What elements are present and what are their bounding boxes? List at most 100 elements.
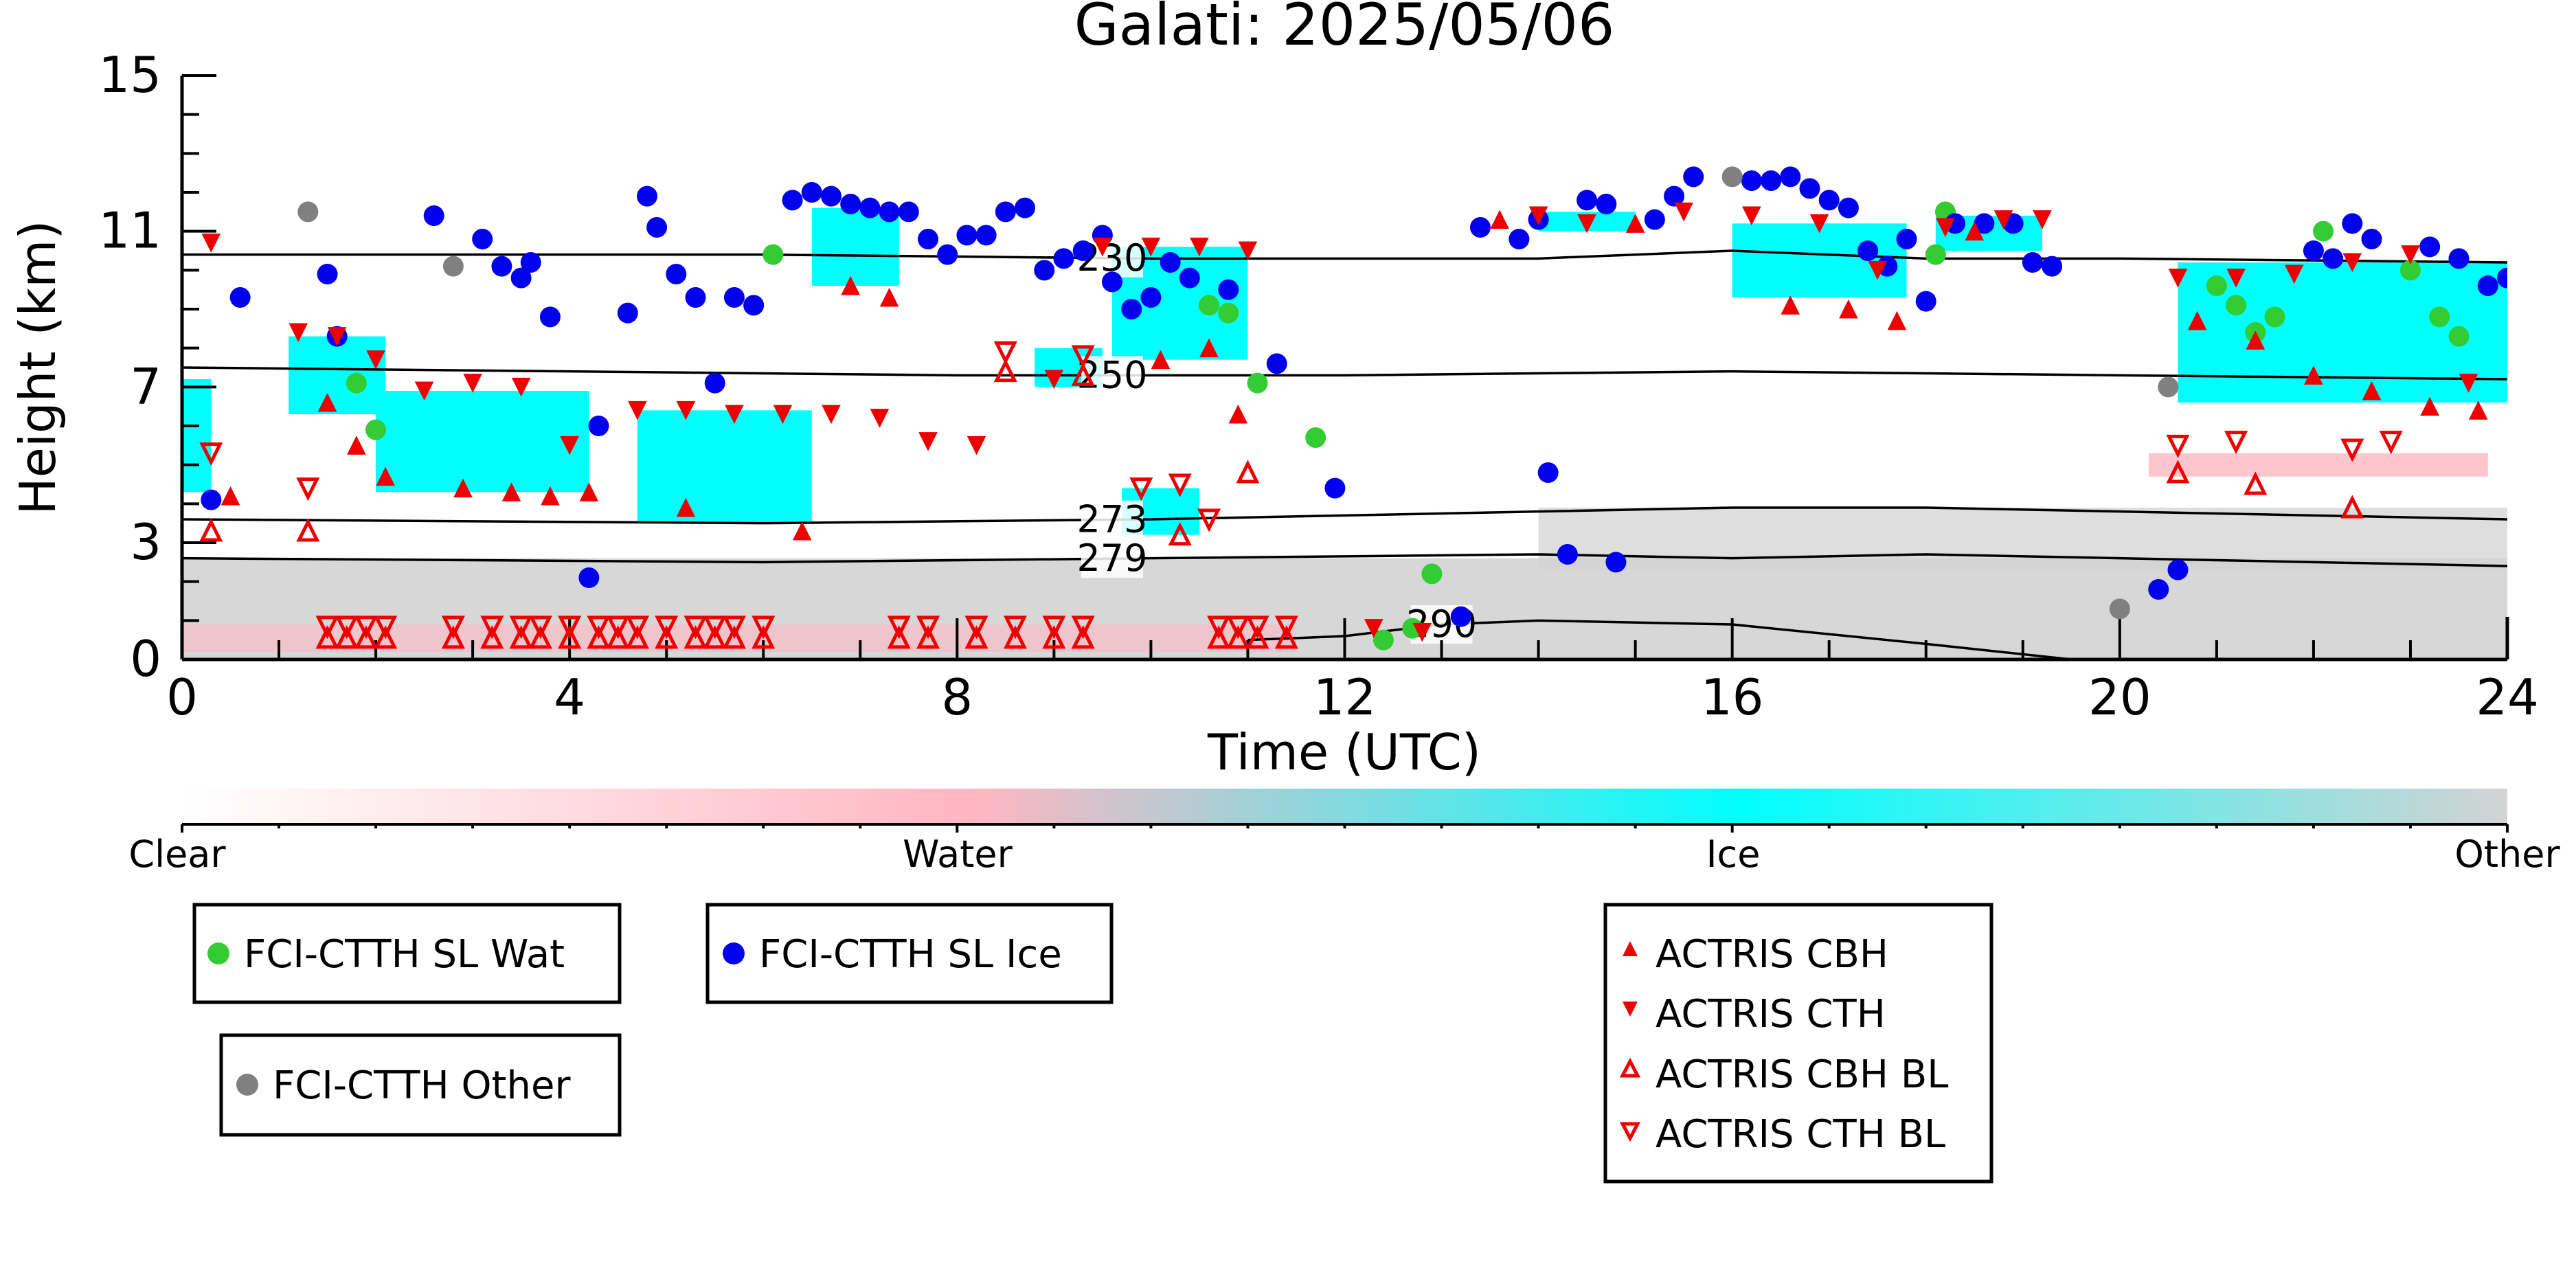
fci-ctth-sl-ice-point xyxy=(1324,477,1346,499)
actris-cth-point xyxy=(1674,202,1693,222)
fci-ctth-sl-ice-point xyxy=(879,201,900,223)
actris-cth-point xyxy=(2168,269,2188,288)
actris-cth-point xyxy=(1238,241,1258,261)
fci-ctth-sl-wat-point xyxy=(2206,275,2227,296)
x-axis-label: Time (UTC) xyxy=(1207,723,1481,781)
fci-ctth-other-point xyxy=(442,256,464,277)
actris-cbh-point xyxy=(1151,350,1171,370)
bl-cth-point xyxy=(528,615,552,640)
bl-cth-point xyxy=(558,615,582,640)
isotherm-label: 279 xyxy=(1076,536,1147,580)
fci-ctth-sl-ice-point xyxy=(617,302,638,324)
fci-ctth-sl-wat-point xyxy=(346,372,367,394)
x-tick-label: 8 xyxy=(941,668,973,726)
cloud-field-patch xyxy=(637,410,812,523)
fci-ctth-sl-ice-point xyxy=(1266,353,1287,374)
fci-ctth-sl-ice-point xyxy=(820,185,841,207)
fci-ctth-sl-ice-point xyxy=(1577,190,1598,211)
actris-cth-bl-point xyxy=(1129,477,1153,501)
fci-ctth-sl-ice-point xyxy=(704,372,725,394)
actris-cbh-point xyxy=(541,486,560,506)
isotherm-label-bg xyxy=(1081,356,1143,395)
colorbar-label-clear: Clear xyxy=(128,833,226,876)
legend-box-actris: ACTRIS CBH ACTRIS CTH ACTRIS CBH BL ACTR… xyxy=(1603,903,1993,1184)
bl-cth-point xyxy=(964,615,988,640)
bl-cbh-point xyxy=(722,625,746,649)
fci-ctth-sl-ice-point xyxy=(685,287,706,308)
fci-ctth-sl-ice-point xyxy=(2497,267,2507,289)
actris-cbh-point xyxy=(2362,381,2382,400)
actris-cbh-point xyxy=(347,436,366,455)
actris-cbh-point xyxy=(2468,400,2488,420)
actris-cth-point xyxy=(773,405,793,425)
cloud-field-patch xyxy=(289,336,386,414)
y-tick-label: 15 xyxy=(98,46,161,104)
data-markers xyxy=(199,166,2507,651)
legend-marker-cth-bl xyxy=(1619,1122,1641,1142)
actris-cth-point xyxy=(967,436,986,455)
bl-cth-point xyxy=(374,615,398,640)
actris-cbh-point xyxy=(221,486,240,506)
colorbar-ticks xyxy=(181,824,2509,833)
isotherm-label-bg xyxy=(1081,500,1143,539)
legend-label-cth: ACTRIS CTH xyxy=(1656,992,1886,1037)
fci-ctth-sl-ice-point xyxy=(801,182,822,203)
fci-ctth-sl-ice-point xyxy=(2042,256,2063,277)
actris-cbh-point xyxy=(376,466,395,486)
bl-cbh-point xyxy=(1226,625,1250,649)
x-tick-label: 24 xyxy=(2476,668,2539,726)
legend-label-cbh: ACTRIS CBH xyxy=(1656,932,1888,977)
fci-ctth-sl-ice-point xyxy=(646,217,668,238)
bl-cbh-point xyxy=(335,625,359,649)
legend-marker-cbh xyxy=(1623,941,1638,956)
colorbar: Clear Water Ice Other xyxy=(128,789,2560,876)
legend-marker-cbh-bl xyxy=(1619,1057,1641,1078)
fci-ctth-sl-ice-point xyxy=(1644,209,1665,230)
bl-cth-point xyxy=(1042,615,1066,640)
y-axis-ticks: 0 3 7 11 15 xyxy=(98,46,216,688)
x-tick-label: 20 xyxy=(2088,668,2151,726)
actris-cbh-point xyxy=(2304,365,2323,385)
x-tick-label: 4 xyxy=(554,668,585,726)
fci-ctth-sl-ice-point xyxy=(491,256,512,277)
isotherm-line xyxy=(181,366,2508,381)
fci-ctth-sl-ice-point xyxy=(956,225,978,246)
fci-ctth-other-point xyxy=(2158,376,2179,398)
actris-cth-point xyxy=(725,405,744,425)
bl-cth-point xyxy=(315,615,339,640)
bl-cth-point xyxy=(683,615,708,640)
fci-ctth-sl-wat-point xyxy=(1247,372,1268,394)
plot-axes: 0 3 7 11 15 0 4 8 12 16 20 24 xyxy=(98,46,2538,726)
y-axis-label: Height (km) xyxy=(9,221,67,515)
actris-cth-point xyxy=(2226,269,2246,288)
bl-cth-point xyxy=(335,615,359,640)
fci-ctth-sl-ice-point xyxy=(975,225,997,246)
fci-ctth-sl-wat-point xyxy=(1925,244,1946,265)
bl-cth-point xyxy=(1226,615,1250,640)
bl-cth-point xyxy=(480,615,504,640)
fci-ctth-sl-wat-point xyxy=(1199,295,1220,316)
cloud-field-patch xyxy=(2149,453,2488,477)
actris-cth-point xyxy=(1528,206,1548,226)
fci-ctth-sl-wat-point xyxy=(2429,306,2450,328)
actris-cth-bl-point xyxy=(2340,438,2364,462)
x-tick-label: 16 xyxy=(1701,668,1764,726)
fci-ctth-sl-ice-point xyxy=(1915,291,1936,312)
fci-ctth-sl-wat-point xyxy=(2399,260,2421,281)
x-tick-label: 0 xyxy=(166,668,198,726)
fci-ctth-sl-ice-point xyxy=(201,489,222,510)
bl-cth-point xyxy=(1071,615,1095,640)
fci-ctth-sl-ice-point xyxy=(1121,299,1142,319)
actris-cth-point xyxy=(560,436,579,455)
actris-cth-point xyxy=(1936,218,1955,238)
fci-ctth-sl-wat-point xyxy=(1305,427,1326,448)
fci-ctth-sl-ice-point xyxy=(1596,194,1617,214)
actris-cbh-bl-point xyxy=(2244,471,2268,495)
bl-cbh-point xyxy=(315,625,339,649)
fci-ctth-sl-ice-point xyxy=(588,416,609,436)
fci-ctth-sl-ice-point xyxy=(782,190,803,211)
actris-cbh-point xyxy=(501,482,521,501)
bl-cbh-point xyxy=(587,625,611,649)
legend-marker-sl-wat xyxy=(207,942,229,964)
actris-cth-point xyxy=(463,374,482,393)
